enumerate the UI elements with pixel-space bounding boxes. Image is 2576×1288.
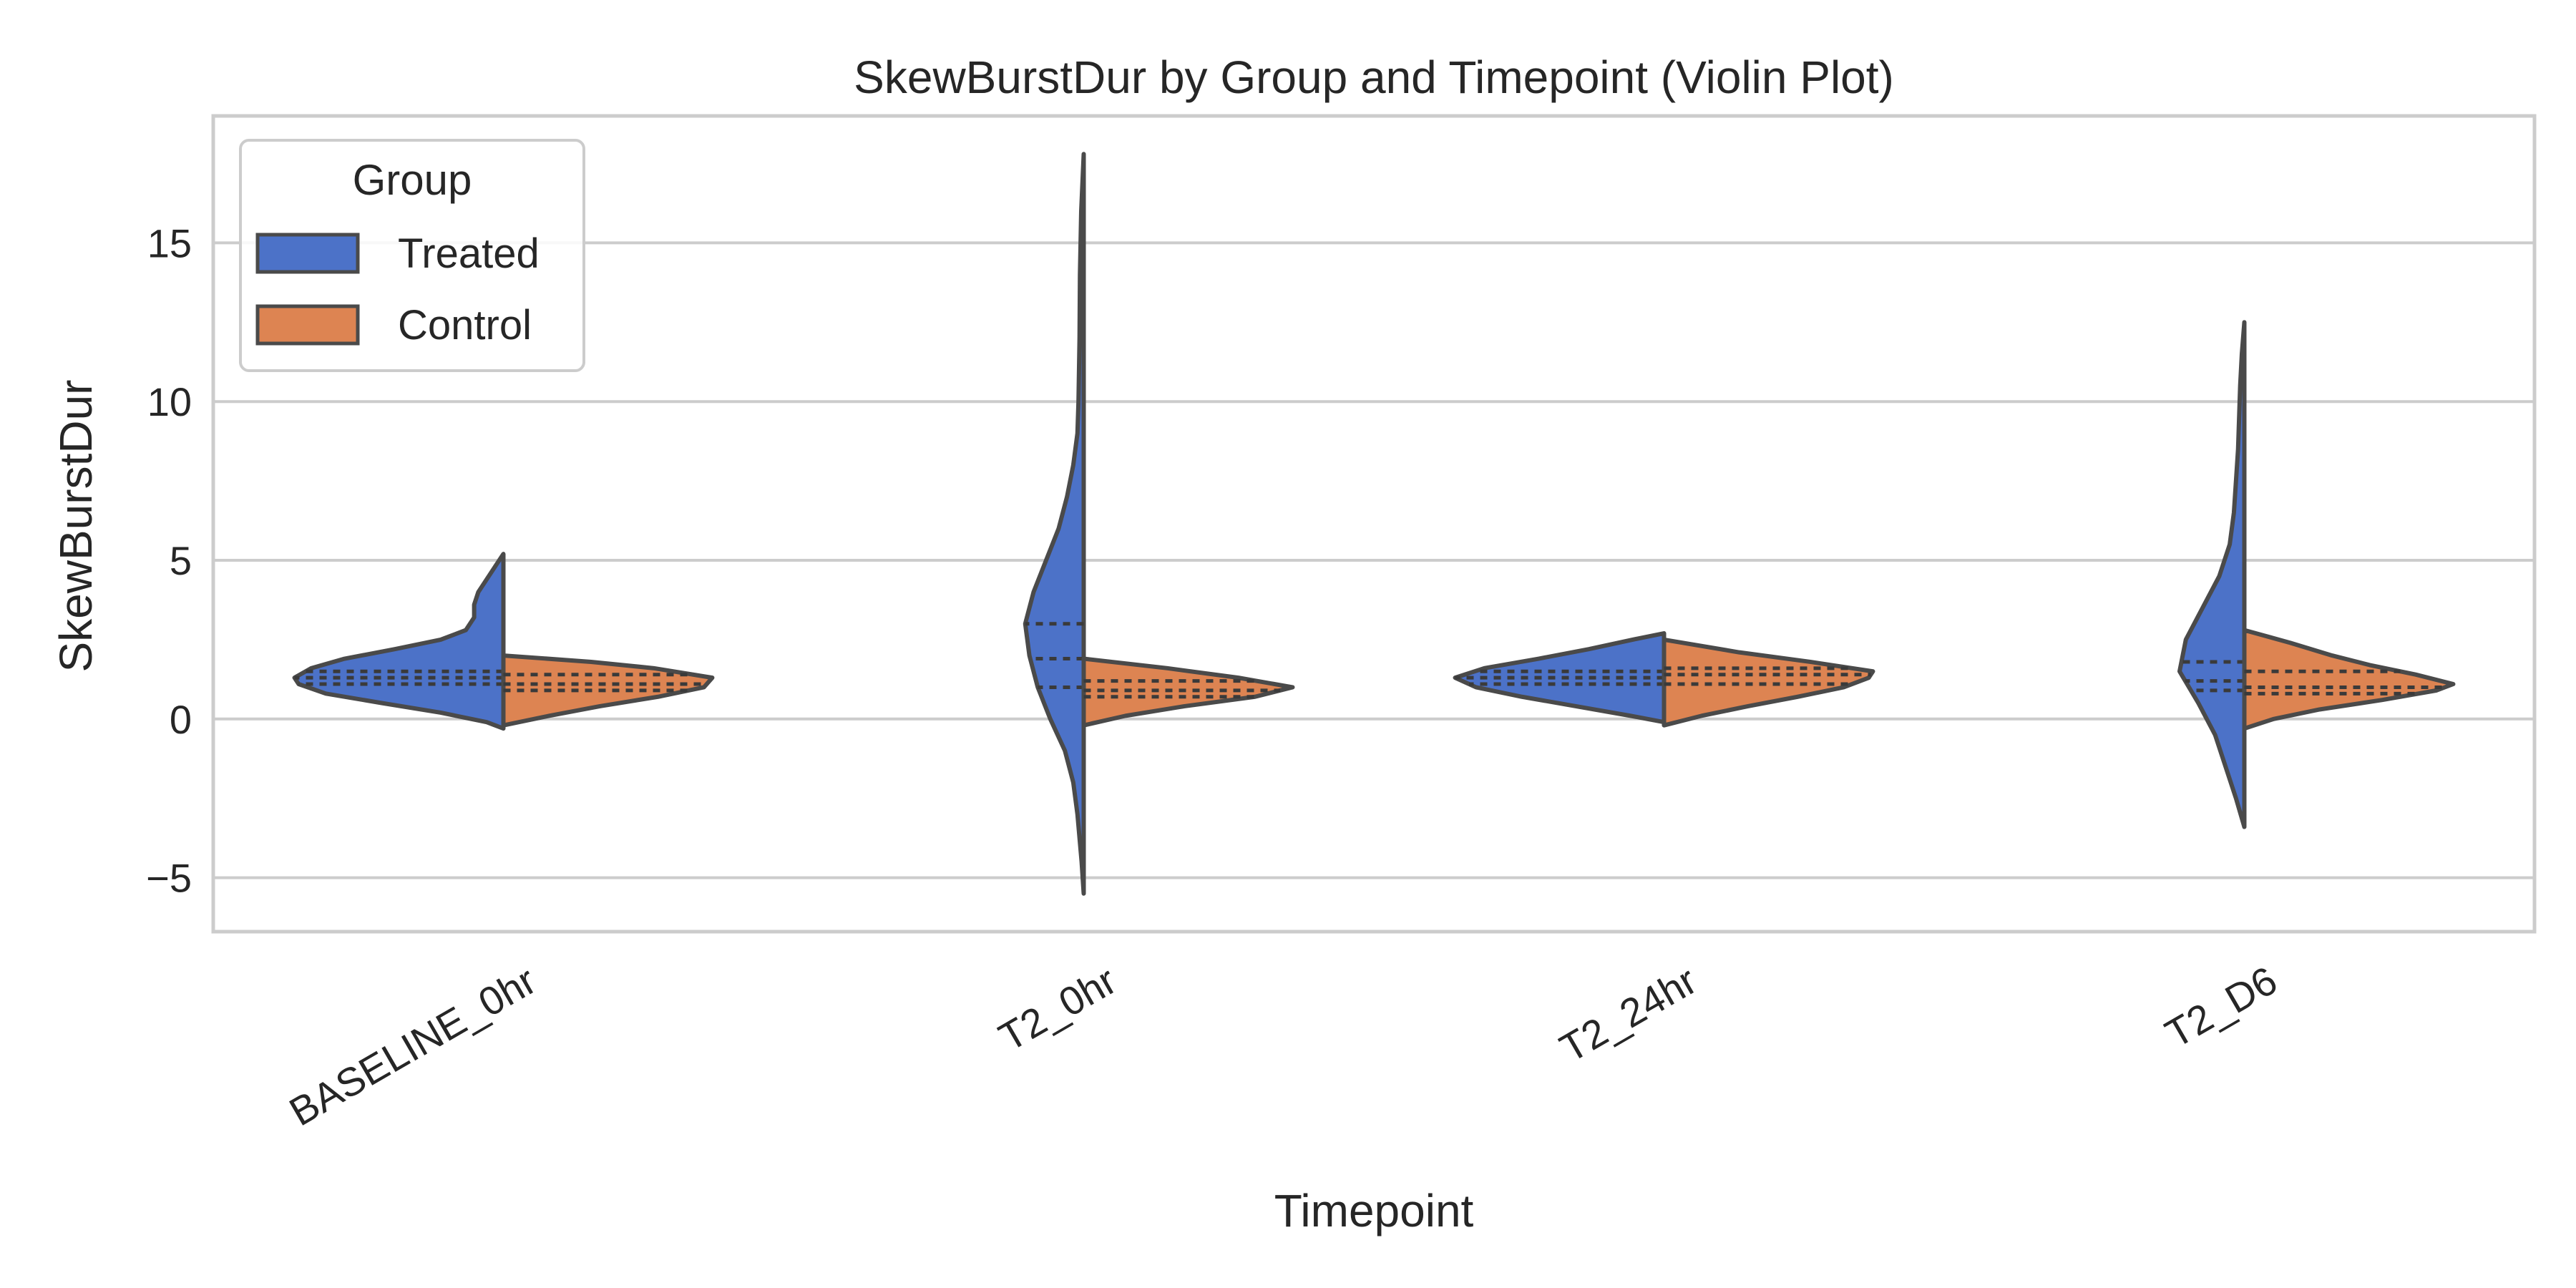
plot-frame bbox=[211, 114, 2537, 934]
y-tick-label-3: 10 bbox=[147, 379, 192, 424]
violin-body-control-t2-0hr bbox=[1081, 656, 1295, 728]
legend-swatch-treated bbox=[255, 233, 360, 274]
legend-swatch-control bbox=[255, 304, 360, 346]
violin-control-t2-24hr bbox=[1662, 637, 1875, 728]
violin-control-t2-0hr bbox=[1081, 656, 1295, 728]
y-tick-label-1: 0 bbox=[170, 697, 192, 742]
legend-title: Group bbox=[353, 156, 472, 204]
violin-control-baseline-0hr bbox=[501, 653, 715, 728]
grid-lines bbox=[213, 241, 2534, 879]
legend-label-treated: Treated bbox=[398, 230, 540, 277]
y-tick-label-4: 15 bbox=[147, 220, 192, 265]
y-tick-label-0: −5 bbox=[146, 856, 192, 901]
y-tick-labels: −5 0 5 10 15 bbox=[146, 220, 192, 900]
violin-body-treated-t2-24hr bbox=[1453, 631, 1667, 725]
legend: Group Treated Control bbox=[239, 139, 585, 372]
violin-control-t2-d6 bbox=[2242, 628, 2456, 731]
violin-treated-baseline-0hr bbox=[292, 552, 506, 731]
violins bbox=[292, 152, 2456, 896]
violin-treated-t2-0hr bbox=[1023, 152, 1086, 896]
legend-label-control: Control bbox=[398, 302, 532, 348]
chart-title: SkewBurstDur by Group and Timepoint (Vio… bbox=[854, 52, 1894, 103]
violin-body-treated-t2-d6 bbox=[2177, 320, 2247, 829]
x-axis-label: Timepoint bbox=[1274, 1185, 1474, 1236]
y-axis-label: SkewBurstDur bbox=[50, 380, 102, 673]
violin-body-treated-t2-0hr bbox=[1023, 152, 1086, 896]
y-tick-label-2: 5 bbox=[170, 538, 192, 583]
violin-treated-t2-d6 bbox=[2177, 320, 2247, 829]
violin-body-control-t2-d6 bbox=[2242, 628, 2456, 731]
violin-body-control-t2-24hr bbox=[1662, 637, 1875, 728]
violin-treated-t2-24hr bbox=[1453, 631, 1667, 725]
